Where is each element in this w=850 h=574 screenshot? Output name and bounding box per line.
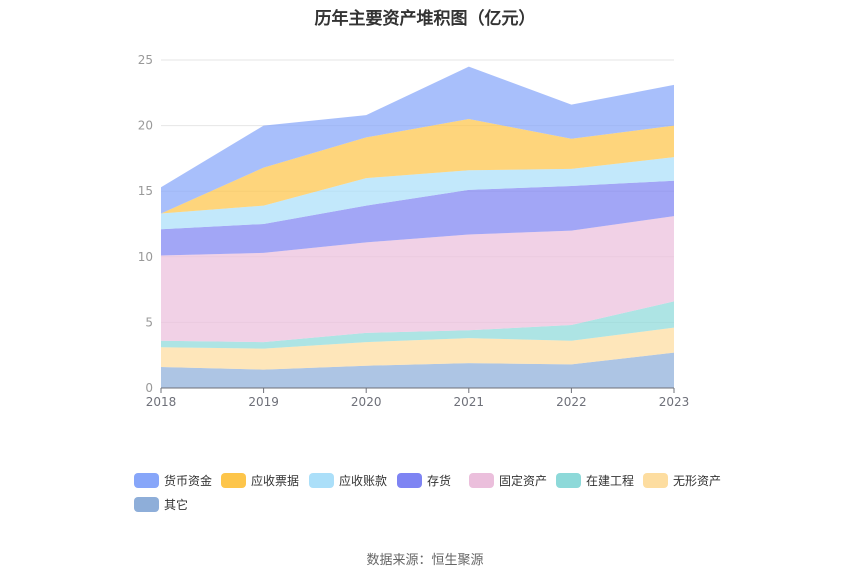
area-其它: [161, 352, 674, 388]
legend-label: 应收票据: [251, 474, 300, 488]
legend-label: 货币资金: [164, 474, 213, 488]
legend-item[interactable]: 在建工程: [556, 472, 634, 489]
legend-label: 在建工程: [586, 474, 635, 488]
legend-swatch: [221, 473, 246, 488]
legend-item[interactable]: 应收票据: [221, 472, 299, 489]
legend-swatch: [643, 473, 668, 488]
legend-item[interactable]: 应收账款: [309, 472, 387, 489]
legend-item[interactable]: 无形资产: [643, 472, 721, 489]
legend-item[interactable]: 其它: [134, 496, 188, 513]
legend-item[interactable]: 货币资金: [134, 472, 212, 489]
legend-swatch: [469, 473, 494, 488]
legend-item[interactable]: 存货: [397, 472, 451, 489]
legend-swatch: [134, 473, 159, 488]
data-source: 数据来源：恒生聚源: [366, 553, 484, 568]
y-tick-label: 20: [138, 119, 153, 133]
legend-swatch: [556, 473, 581, 488]
legend-label: 存货: [427, 474, 452, 488]
x-tick-label: 2021: [454, 395, 485, 409]
x-tick-label: 2023: [659, 395, 690, 409]
y-tick-label: 10: [138, 250, 153, 264]
legend-item[interactable]: 固定资产: [469, 472, 547, 489]
area-存货: [161, 180, 674, 256]
x-tick-label: 2018: [146, 395, 177, 409]
y-tick-label: 25: [138, 53, 153, 67]
area-货币资金: [161, 66, 674, 214]
legend-label: 其它: [164, 498, 189, 512]
area-无形资产: [161, 327, 674, 370]
legend-swatch: [134, 497, 159, 512]
area-应收账款: [161, 157, 674, 230]
area-应收票据: [161, 119, 674, 214]
area-series: [161, 66, 674, 388]
legend-swatch: [309, 473, 334, 488]
legend-label: 无形资产: [673, 474, 722, 488]
area-在建工程: [161, 301, 674, 349]
chart-title: 历年主要资产堆积图（亿元）: [314, 9, 536, 29]
legend-swatch: [397, 473, 422, 488]
x-tick-label: 2022: [556, 395, 587, 409]
x-tick-label: 2019: [248, 395, 279, 409]
x-tick-label: 2020: [351, 395, 382, 409]
axes: 0 5 10 15 20 25 2018 2019 2020 2021 2022 2023: [138, 53, 690, 409]
y-tick-label: 5: [145, 315, 153, 329]
y-tick-label: 15: [138, 184, 153, 198]
area-固定资产: [161, 216, 674, 343]
y-tick-label: 0: [145, 381, 153, 395]
legend-label: 应收账款: [339, 474, 388, 488]
legend-label: 固定资产: [499, 474, 548, 488]
